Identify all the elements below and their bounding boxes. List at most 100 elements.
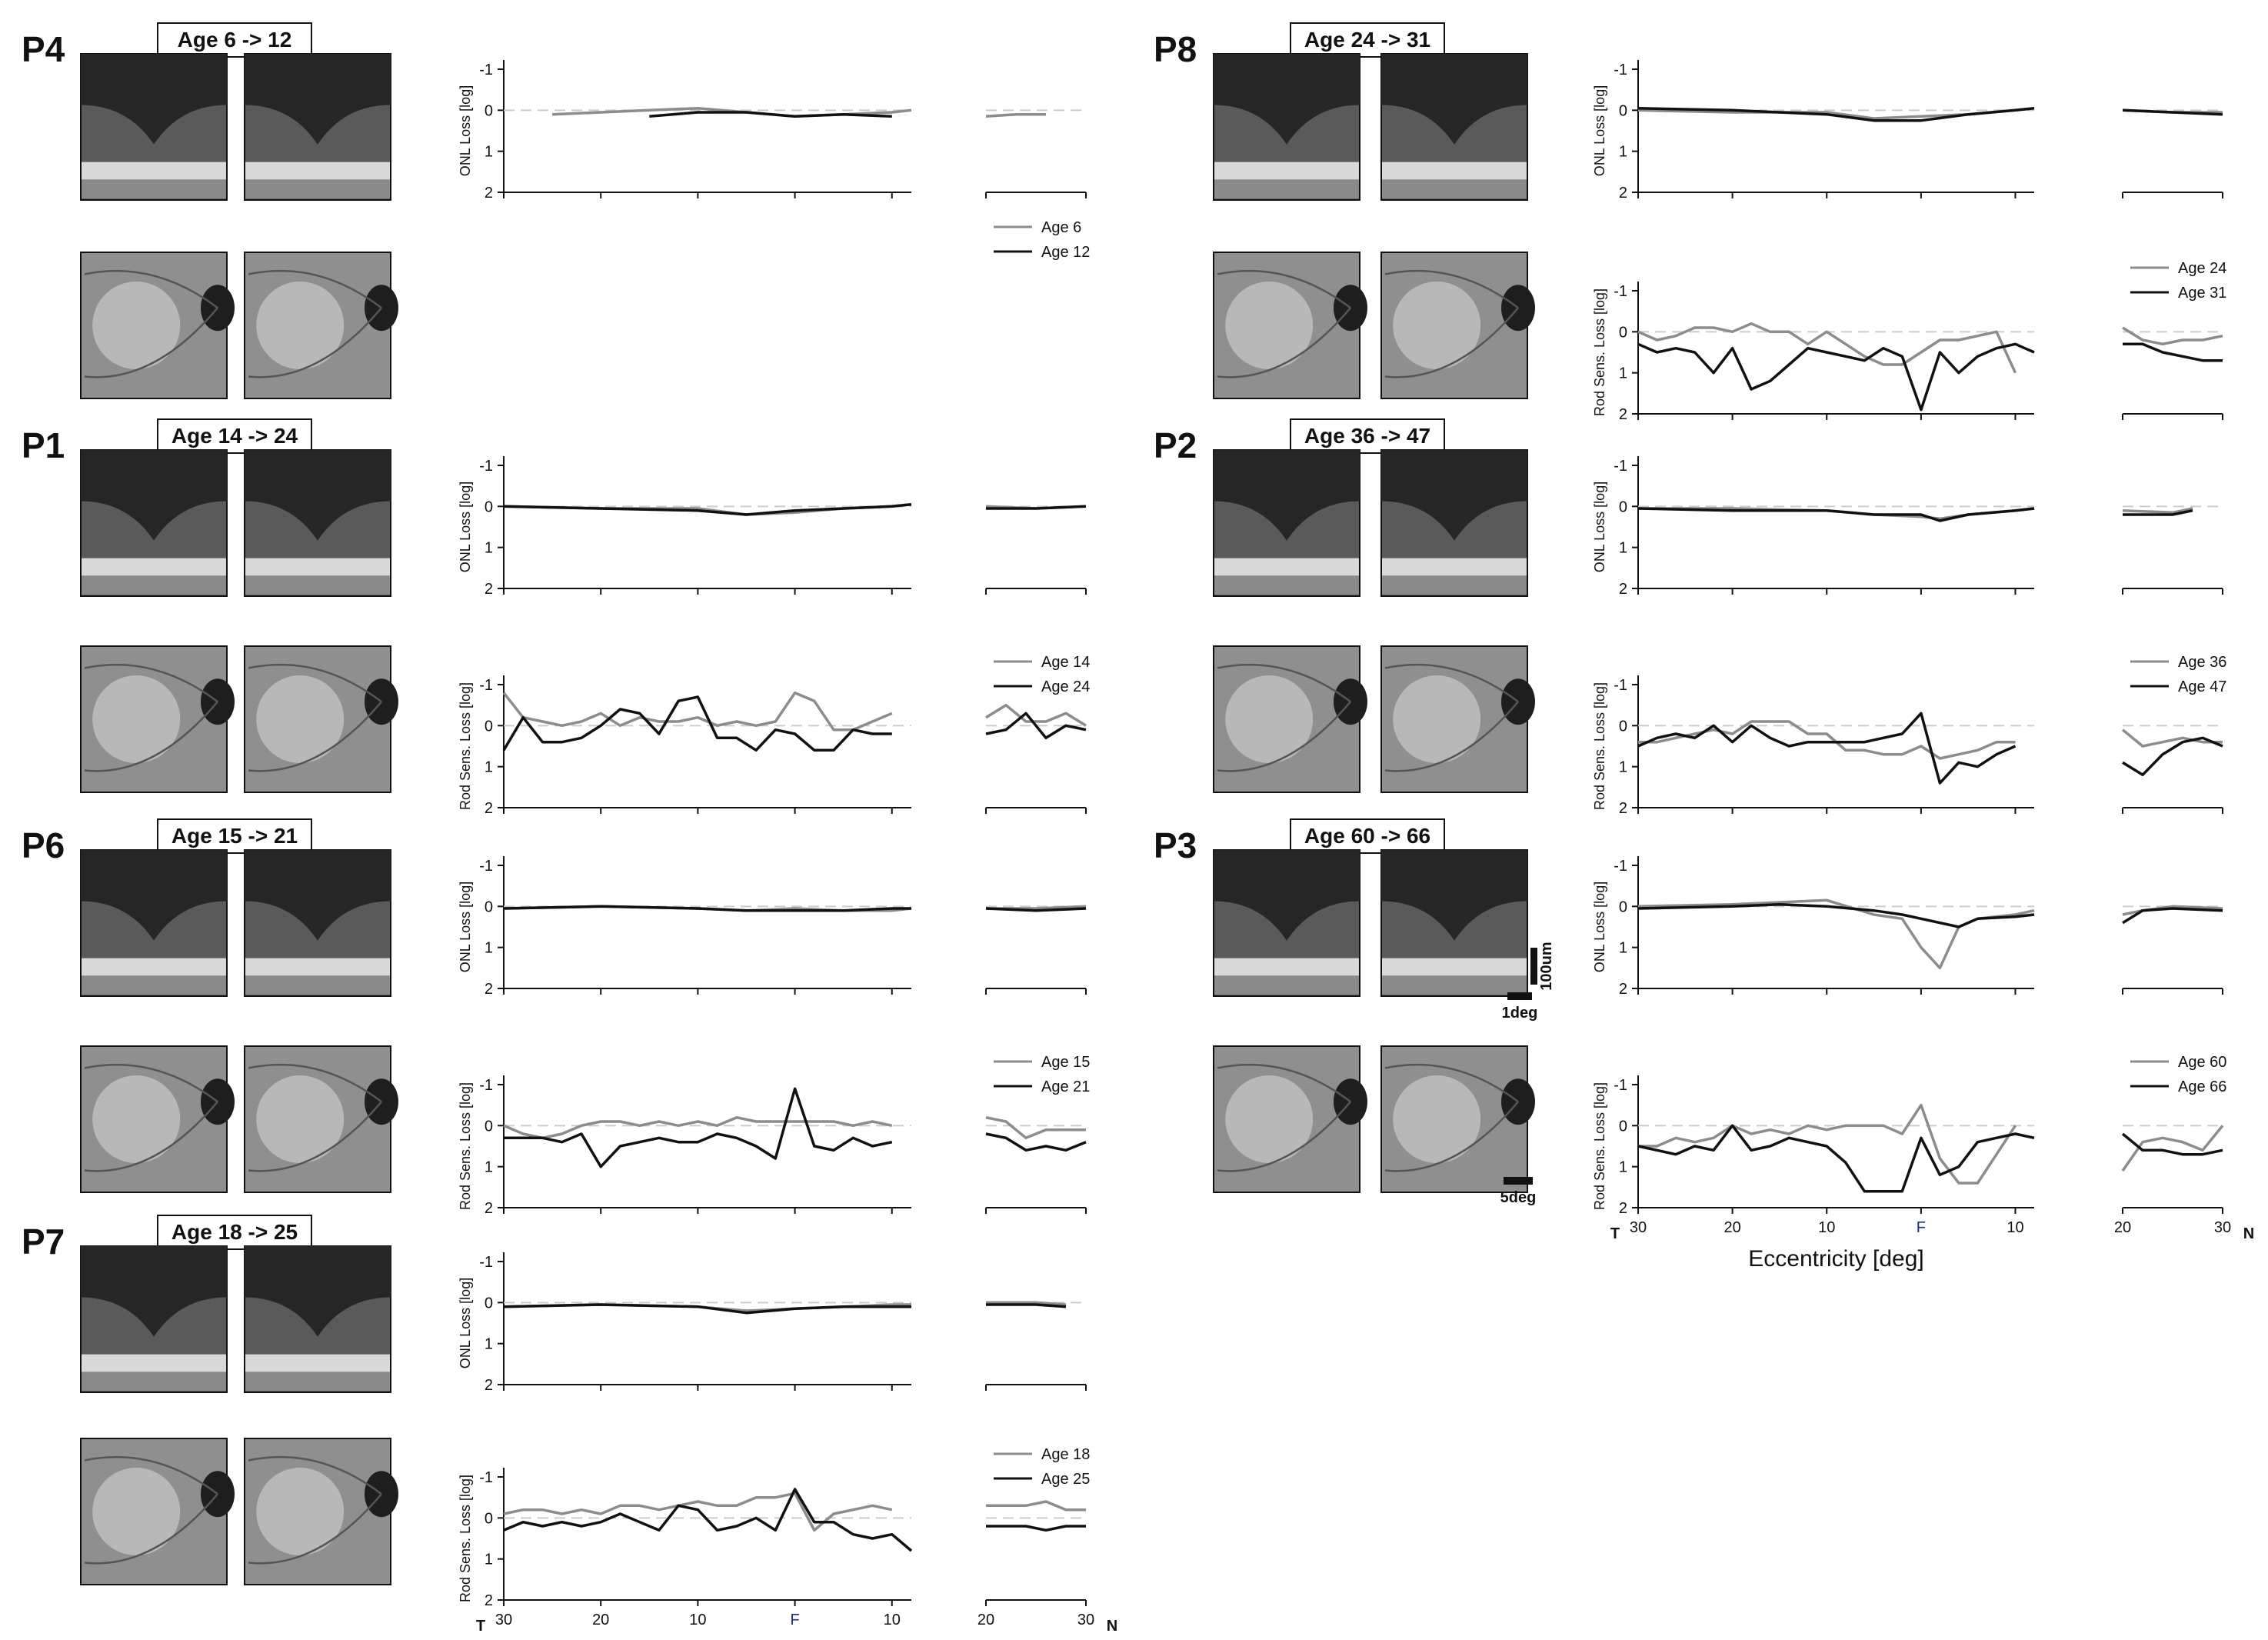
x-tick-label: 30 [1077, 1612, 1094, 1628]
series-first-rod-line-right [985, 1115, 1086, 1140]
scalebar-oct-label: 1deg [1502, 1005, 1538, 1022]
fundus-image [80, 252, 235, 399]
choroid-band [1214, 575, 1359, 595]
legend-label: Age 31 [2178, 285, 2226, 302]
side-label-temporal: T [1610, 1225, 1620, 1242]
oct-scan-image [1213, 849, 1360, 997]
series-first-rod-line-right [2121, 1125, 2224, 1172]
axes-group: -1 0 1 2 ONL Loss [log] [1592, 456, 2223, 598]
oct-scan-image [1213, 53, 1360, 201]
x-tick-label: 10 [689, 1612, 706, 1628]
rpe-band [82, 558, 226, 576]
vessel [84, 663, 218, 703]
age-label-box [1290, 818, 1445, 854]
vitreous-region [1214, 54, 1360, 145]
y-tick-label: 1 [485, 1552, 493, 1568]
series-first-rod-line-right [2121, 728, 2223, 748]
side-label-temporal: T [476, 1618, 485, 1635]
series-second-rod-line [504, 1087, 893, 1168]
age-label-box [157, 1215, 312, 1250]
series-second-onl-group [503, 905, 1087, 912]
y-tick-label: 0 [1619, 898, 1627, 915]
vessel [84, 1101, 218, 1172]
series-second-rod-group [502, 695, 1087, 752]
series-first-onl-line-right [985, 112, 1046, 118]
axes-group: -1 0 1 2 ONL Loss [log] [458, 1252, 1087, 1394]
series-second-onl-line-right [985, 907, 1087, 912]
oct-scan-image [1380, 53, 1528, 201]
fundus-image [1213, 1045, 1367, 1193]
series-first-rod-line-right [985, 703, 1087, 727]
macula-glow [1393, 1075, 1481, 1163]
y-axis-label: ONL Loss [log] [458, 1278, 473, 1368]
choroid-band [82, 1372, 226, 1392]
vitreous-region [245, 54, 391, 145]
x-tick-label: 30 [1630, 1219, 1647, 1236]
oct-scan-image [80, 849, 228, 997]
vitreous-region [81, 450, 227, 541]
x-tick-label: 20 [592, 1612, 609, 1628]
macula-glow [92, 1075, 181, 1163]
y-tick-label: 2 [485, 1377, 493, 1394]
vessel [248, 663, 382, 703]
axes-group: -1 0 1 2 ONL Loss [log] [458, 856, 1087, 998]
vitreous-region [1214, 850, 1360, 941]
y-tick-label: 0 [485, 1295, 493, 1312]
legend-label: Age 24 [2178, 260, 2226, 277]
legend-label: Age 15 [1041, 1054, 1090, 1071]
vessel [84, 1455, 218, 1495]
y-axis-label: Rod Sens. Loss [log] [458, 1475, 473, 1602]
fundus-image [1380, 645, 1535, 793]
vessel [1217, 307, 1351, 378]
side-label-nasal: N [1107, 1618, 1117, 1635]
x-axis-label: Eccentricity [deg] [1748, 1246, 1923, 1272]
y-tick-label: -1 [479, 62, 493, 78]
series-first-rod-group [1637, 322, 2223, 374]
y-tick-label: 2 [485, 185, 493, 202]
legend-label: Age 25 [1041, 1471, 1090, 1488]
rpe-band [82, 958, 226, 976]
y-tick-label: 1 [1619, 365, 1627, 382]
vessel [84, 269, 218, 309]
vitreous-region [81, 54, 227, 145]
rpe-band [1382, 558, 1527, 576]
y-tick-label: 1 [1619, 759, 1627, 776]
choroid-band [1214, 179, 1359, 199]
scalebar-vertical [1530, 948, 1537, 985]
rpe-band [1214, 558, 1359, 576]
y-tick-label: -1 [1614, 677, 1627, 694]
vessel [248, 269, 382, 309]
vessel [84, 1493, 218, 1565]
series-second-rod-line-right [2121, 1132, 2223, 1156]
choroid-band [245, 179, 390, 199]
scalebar-fundus [1504, 1177, 1533, 1185]
macula-glow [256, 282, 345, 369]
y-axis-label: ONL Loss [log] [458, 482, 473, 572]
x-tick-label: F [790, 1612, 799, 1628]
vessel [248, 701, 382, 772]
y-tick-label: 1 [485, 1336, 493, 1353]
legend-label: Age 47 [2178, 678, 2226, 695]
y-tick-label: 1 [485, 759, 493, 776]
panel-label: P7 [22, 1222, 65, 1262]
rpe-band [245, 162, 390, 180]
y-tick-label: 1 [485, 1159, 493, 1176]
series-second-rod-line [503, 1488, 913, 1552]
oct-scan-image [1380, 849, 1528, 997]
y-axis-label: Rod Sens. Loss [log] [458, 1082, 473, 1210]
axes-group: -1 0 1 2 Rod Sens. Loss [log] [1592, 282, 2223, 423]
series-second-onl-line [1637, 106, 2035, 122]
series-second-onl-line-right [986, 505, 1087, 510]
vitreous-region [245, 850, 391, 941]
fundus-image [1213, 645, 1367, 793]
series-second-onl-line-right [986, 1303, 1067, 1308]
y-tick-label: 2 [485, 1200, 493, 1217]
legend-label: Age 18 [1041, 1446, 1090, 1463]
legend-label: Age 24 [1041, 678, 1090, 695]
y-axis-label: ONL Loss [log] [458, 85, 473, 176]
age-label: Age 60 -> 66 [1304, 824, 1430, 848]
panel-label: P8 [1154, 29, 1197, 69]
legend-label: Age 21 [1041, 1078, 1090, 1095]
y-axis-label: ONL Loss [log] [458, 882, 473, 972]
